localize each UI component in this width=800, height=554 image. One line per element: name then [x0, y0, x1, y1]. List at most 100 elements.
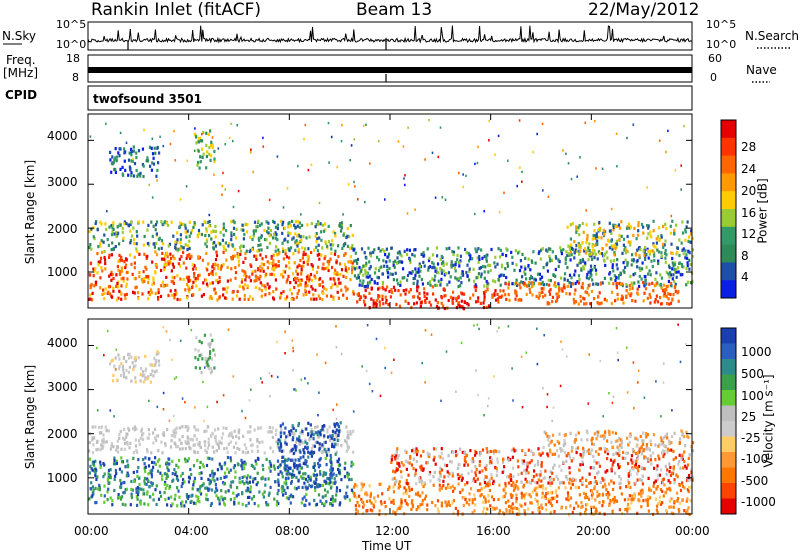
cell-0-0-416 — [99, 260, 102, 264]
cell-0-1-239 — [214, 224, 217, 228]
cell-0-7-13 — [202, 152, 205, 156]
cell-1-2-4 — [283, 431, 286, 435]
cell-1-3-254 — [578, 493, 581, 497]
cell-0-0-575 — [322, 291, 325, 296]
cell-1-4-357 — [615, 451, 618, 455]
cell-1-4-487 — [496, 460, 499, 464]
cell-1-2-80 — [337, 467, 340, 472]
cell-0-0-515 — [120, 255, 123, 259]
cell-1-3-206 — [584, 492, 587, 496]
cell-0-3-278 — [415, 270, 418, 274]
cell-1-0-179 — [268, 425, 271, 430]
cell-0-1-337 — [129, 229, 132, 233]
cell-1-4-268 — [451, 472, 454, 476]
cell-1-4-353 — [413, 451, 416, 455]
cell-1-1-375 — [241, 480, 244, 484]
cell-0-3-302 — [506, 264, 510, 268]
cell-1-3-510 — [453, 486, 456, 491]
cell-1-3-468 — [454, 506, 457, 510]
cell-1-0-129 — [217, 427, 220, 431]
cell-0-3-413 — [672, 264, 675, 268]
cell-1-1-556 — [166, 503, 169, 507]
cell-1-4-129 — [573, 478, 576, 482]
cell-0-0-233 — [91, 298, 94, 302]
cell-0-5-140 — [632, 234, 635, 238]
cell-1-2-69 — [297, 422, 300, 426]
cell-1-1-98 — [287, 476, 290, 480]
cell-1-0-249 — [244, 451, 247, 455]
cell-0-0-380 — [304, 281, 307, 285]
cell-0-3-154 — [406, 273, 410, 278]
cell-0-3-49 — [616, 258, 619, 262]
cell-1-1-612 — [114, 468, 117, 473]
cell-1-1-313 — [274, 480, 277, 484]
cell-1-3-277 — [365, 499, 369, 503]
cell-1-4-329 — [492, 479, 495, 483]
cell-1-3-496 — [369, 508, 372, 512]
cell-1-2-12 — [295, 445, 298, 449]
cell-0-4-132 — [636, 287, 639, 291]
cell-0-3-549 — [406, 278, 409, 282]
cell-1-4-439 — [512, 447, 515, 451]
cell-0-3-565 — [587, 246, 590, 250]
cell-1-4-480 — [564, 475, 567, 479]
cell-0-0-72 — [345, 296, 348, 300]
cell-1-3-219 — [517, 507, 520, 511]
cell-1-1-634 — [98, 488, 101, 492]
cell-0-3-639 — [467, 251, 470, 255]
cell-1-5-88 — [664, 435, 667, 439]
cell-0-0-283 — [258, 287, 261, 291]
cell-1-1-83 — [168, 484, 172, 488]
cell-0-2-143 — [494, 289, 497, 293]
cell-0-3-327 — [608, 281, 611, 285]
cell-1-4-23 — [610, 479, 613, 483]
cell-0-3-131 — [406, 252, 409, 257]
cell-1-2-110 — [329, 473, 332, 477]
cell-1-2-195 — [328, 478, 332, 482]
cell-0-4-174 — [614, 299, 617, 303]
cell-1-0-45 — [198, 440, 201, 445]
cell-0-6-29 — [130, 174, 133, 178]
cell-0-3-201 — [589, 275, 592, 279]
cell-0-3-475 — [645, 265, 648, 269]
cell-0-3-258 — [431, 266, 434, 270]
cell-1-1-101 — [346, 471, 349, 475]
cell-1-4-362 — [405, 467, 408, 471]
cell-1-4-453 — [405, 481, 408, 485]
cell-1-4-422 — [428, 471, 432, 475]
cell-1-0-146 — [237, 429, 240, 433]
cell-1-4-224 — [619, 481, 622, 485]
cell-0-0-342 — [329, 277, 332, 281]
cell-0-5-204 — [651, 249, 654, 253]
cell-0-5-13 — [638, 246, 641, 250]
cell-1-4-171 — [683, 459, 686, 464]
cell-0-4-33 — [628, 287, 631, 291]
cell-1-0-144 — [215, 449, 218, 453]
cell-0-3-104 — [564, 261, 567, 265]
cell-0-3-182 — [399, 252, 402, 256]
cell-1-4-32 — [625, 451, 628, 455]
cell-1-1-602 — [292, 475, 295, 479]
cell-1-1-354 — [200, 471, 203, 475]
cell-1-3-278 — [481, 510, 484, 514]
cell-0-3-330 — [354, 251, 357, 255]
cell-0-1-261 — [253, 220, 257, 224]
cell-0-1-33 — [251, 237, 254, 242]
cell-0-3-467 — [644, 282, 647, 286]
cell-1-1-384 — [130, 479, 133, 484]
cell-0-1-370 — [112, 221, 115, 225]
cell-0-0-239 — [147, 275, 150, 279]
cell-1-3-457 — [550, 491, 554, 495]
cell-0-0-526 — [272, 296, 275, 300]
cell-1-1-274 — [112, 462, 116, 466]
cell-0-3-234 — [413, 248, 416, 252]
cell-1-1-159 — [220, 495, 223, 499]
cell-0-0-503 — [264, 287, 267, 291]
cell-0-3-35 — [477, 260, 480, 264]
cell-0-0-540 — [335, 260, 338, 264]
cell-0-3-285 — [475, 249, 478, 253]
cell-0-3-418 — [632, 259, 635, 263]
cell-1-3-388 — [580, 505, 583, 510]
cell-1-1-427 — [276, 499, 279, 504]
cell-0-4-155 — [673, 284, 677, 289]
